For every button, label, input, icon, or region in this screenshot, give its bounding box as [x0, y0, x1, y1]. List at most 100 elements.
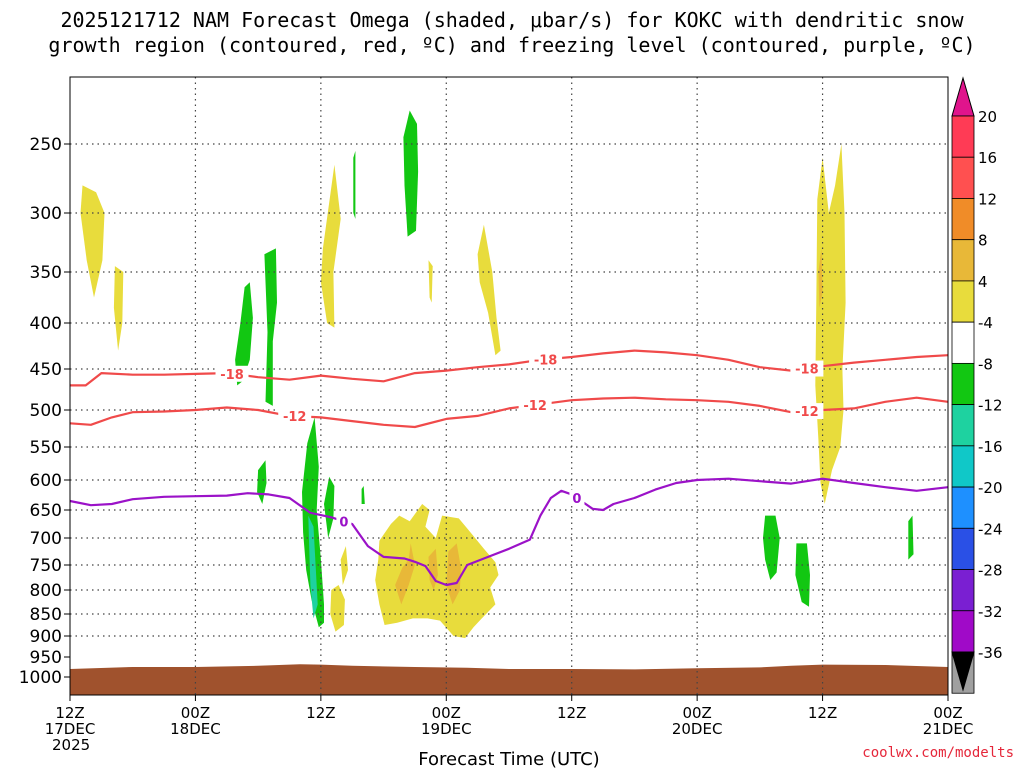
x-tick-label: 17DEC — [45, 720, 96, 738]
contour-label: -18 — [220, 368, 244, 383]
x-tick-label: 18DEC — [170, 720, 221, 738]
contour-label: -12 — [795, 405, 819, 420]
x-tick-label: 12Z — [557, 704, 586, 722]
omega-region — [264, 248, 277, 406]
y-tick-label: 400 — [30, 314, 62, 334]
x-tick-label: 19DEC — [421, 720, 472, 738]
omega-region — [908, 515, 914, 560]
omega-region — [403, 110, 419, 237]
x-tick-label: 00Z — [682, 704, 711, 722]
contour-label-bg — [336, 513, 352, 530]
colorbar-label: -36 — [978, 644, 1003, 662]
contour-label-bg — [215, 365, 249, 382]
contour-label-bg — [529, 351, 563, 368]
y-tick-label: 500 — [30, 401, 62, 421]
omega-region — [257, 460, 267, 504]
omega-region — [302, 417, 324, 628]
omega-region — [361, 486, 365, 504]
x-tick-label: 00Z — [933, 704, 962, 722]
colorbar-label: 8 — [978, 232, 988, 250]
contour-label-bg — [278, 408, 312, 425]
omega-region — [80, 185, 105, 298]
contour-label-bg — [569, 490, 585, 506]
colorbar-top-arrow — [951, 76, 975, 117]
y-tick-label: 1000 — [19, 668, 62, 688]
colorbar-swatch — [951, 610, 975, 653]
y-tick-label: 450 — [30, 360, 62, 380]
colorbar-label: -32 — [978, 603, 1003, 621]
x-tick-label: 00Z — [181, 704, 210, 722]
y-tick-label: 750 — [30, 556, 62, 576]
plot-frame — [69, 76, 949, 696]
colorbar-swatch — [951, 486, 975, 529]
colorbar-swatch — [951, 115, 975, 158]
y-tick-label: 800 — [30, 581, 62, 601]
contour-label: -18 — [534, 353, 558, 368]
colorbar-swatch — [951, 569, 975, 612]
ground-terrain — [70, 664, 948, 695]
y-tick-label: 350 — [30, 263, 62, 283]
colorbar-label: 20 — [978, 108, 997, 126]
omega-region — [815, 144, 846, 504]
x-tick-label: 12Z — [55, 704, 84, 722]
colorbar-label: 4 — [978, 273, 988, 291]
omega-region — [113, 266, 124, 351]
chart-title: 2025121712 NAM Forecast Omega (shaded, μ… — [0, 8, 1024, 58]
omega-region — [477, 224, 501, 356]
x-tick-label: 12Z — [306, 704, 335, 722]
y-tick-label: 650 — [30, 501, 62, 521]
colorbar-label: -20 — [978, 479, 1003, 497]
contour-label-bg — [790, 360, 824, 377]
colorbar-label: 16 — [978, 149, 997, 167]
contour-line — [69, 477, 949, 587]
contour-label-bg — [518, 396, 552, 413]
x-axis-label: Forecast Time (UTC) — [418, 749, 599, 768]
y-tick-label: 600 — [30, 471, 62, 491]
omega-region — [353, 150, 356, 219]
colorbar-label: 12 — [978, 190, 997, 208]
omega-region — [395, 543, 415, 605]
x-tick-label: 20DEC — [672, 720, 723, 738]
omega-region — [763, 515, 780, 580]
colorbar-swatch — [951, 362, 975, 406]
omega-region — [818, 248, 823, 308]
x-tick-label: 12Z — [808, 704, 837, 722]
omega-region — [446, 543, 461, 605]
contour-label: 0 — [572, 492, 581, 507]
contour-label: -12 — [283, 410, 307, 425]
omega-region — [308, 515, 318, 619]
colorbar-swatch — [951, 527, 975, 570]
y-tick-label: 550 — [30, 438, 62, 458]
omega-region — [320, 164, 341, 328]
colorbar-bottom-arrow — [951, 651, 975, 692]
x-tick-label: 21DEC — [923, 720, 974, 738]
colorbar-swatch — [951, 445, 975, 488]
y-tick-label: 950 — [30, 648, 62, 668]
omega-region — [330, 585, 345, 632]
omega-region — [324, 476, 335, 538]
colorbar-swatch — [951, 321, 975, 364]
contour-label: 0 — [339, 515, 348, 530]
colorbar-label: -24 — [978, 520, 1003, 538]
colorbar-swatch — [951, 280, 975, 323]
contour-label: -12 — [523, 399, 547, 414]
colorbar-label: -28 — [978, 562, 1003, 580]
colorbar-label: -12 — [978, 397, 1003, 415]
contour-label: -18 — [795, 363, 819, 378]
colorbar-label: -4 — [978, 314, 993, 332]
omega-region — [428, 260, 433, 303]
colorbar-swatch — [951, 404, 975, 447]
y-tick-label: 300 — [30, 204, 62, 224]
y-tick-label: 700 — [30, 529, 62, 549]
omega-region — [235, 282, 253, 386]
colorbar-label: -8 — [978, 355, 993, 373]
omega-region — [340, 546, 348, 585]
contour-label-bg — [790, 403, 824, 420]
omega-region — [795, 543, 810, 607]
x-tick-label: 2025 — [52, 736, 90, 754]
colorbar-swatch — [951, 239, 975, 282]
colorbar-label: -16 — [978, 438, 1003, 456]
y-tick-label: 900 — [30, 627, 62, 647]
title-line-1: 2025121712 NAM Forecast Omega (shaded, μ… — [60, 8, 964, 32]
